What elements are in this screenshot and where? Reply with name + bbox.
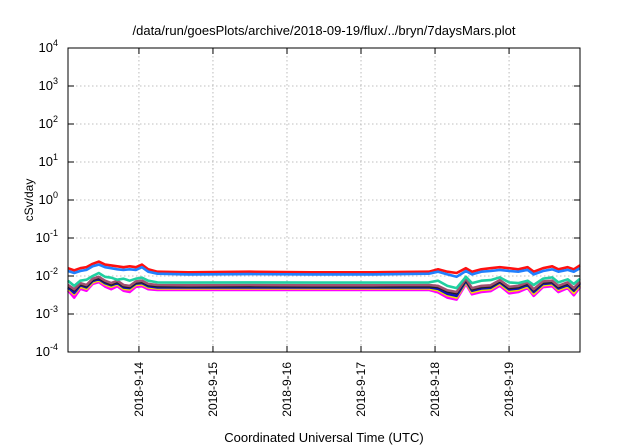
y-tick-base: 10	[39, 116, 53, 131]
series-line-green	[67, 271, 581, 290]
y-tick-exponent: 1	[53, 152, 58, 162]
x-tick-label: 2018-9-19	[502, 362, 516, 417]
y-tick-base: 10	[36, 268, 50, 283]
x-tick-label: 2018-9-18	[428, 362, 442, 417]
y-tick-base: 10	[36, 344, 50, 359]
plot-frame	[67, 47, 581, 353]
y-tick-base: 10	[39, 192, 53, 207]
x-tick-label: 2018-9-14	[132, 362, 146, 417]
x-axis-label: Coordinated Universal Time (UTC)	[224, 430, 423, 445]
y-tick-label: 102	[39, 114, 58, 131]
y-tick-exponent: -2	[50, 266, 58, 276]
y-tick-label: 101	[39, 152, 58, 169]
series-line-brown	[67, 275, 581, 294]
series-line-blue	[67, 263, 581, 279]
y-tick-label: 10-3	[36, 304, 58, 321]
y-tick-base: 10	[39, 154, 53, 169]
x-tick-label: 2018-9-16	[280, 362, 294, 417]
y-tick-exponent: -3	[50, 304, 58, 314]
y-tick-exponent: -4	[50, 342, 58, 352]
axes: 10410310210110010-110-210-310-42018-9-14…	[36, 38, 581, 417]
y-tick-label: 103	[39, 76, 58, 93]
y-tick-label: 104	[39, 38, 58, 55]
grid	[68, 48, 580, 352]
y-tick-label: 10-1	[36, 228, 58, 245]
series-lines	[67, 260, 582, 301]
y-axis-label: cSv/day	[22, 179, 36, 222]
y-tick-base: 10	[36, 306, 50, 321]
y-tick-base: 10	[36, 230, 50, 245]
y-tick-exponent: 3	[53, 76, 58, 86]
y-tick-base: 10	[39, 78, 53, 93]
y-tick-exponent: 2	[53, 114, 58, 124]
y-tick-exponent: 0	[53, 190, 58, 200]
chart-title: /data/run/goesPlots/archive/2018-09-19/f…	[133, 23, 516, 38]
y-tick-label: 100	[39, 190, 58, 207]
y-tick-base: 10	[39, 40, 53, 55]
y-tick-label: 10-2	[36, 266, 58, 283]
x-tick-label: 2018-9-15	[206, 362, 220, 417]
x-tick-label: 2018-9-17	[354, 362, 368, 417]
y-tick-label: 10-4	[36, 342, 58, 359]
y-tick-exponent: -1	[50, 228, 58, 238]
y-tick-exponent: 4	[53, 38, 58, 48]
series-line-red	[67, 260, 581, 275]
